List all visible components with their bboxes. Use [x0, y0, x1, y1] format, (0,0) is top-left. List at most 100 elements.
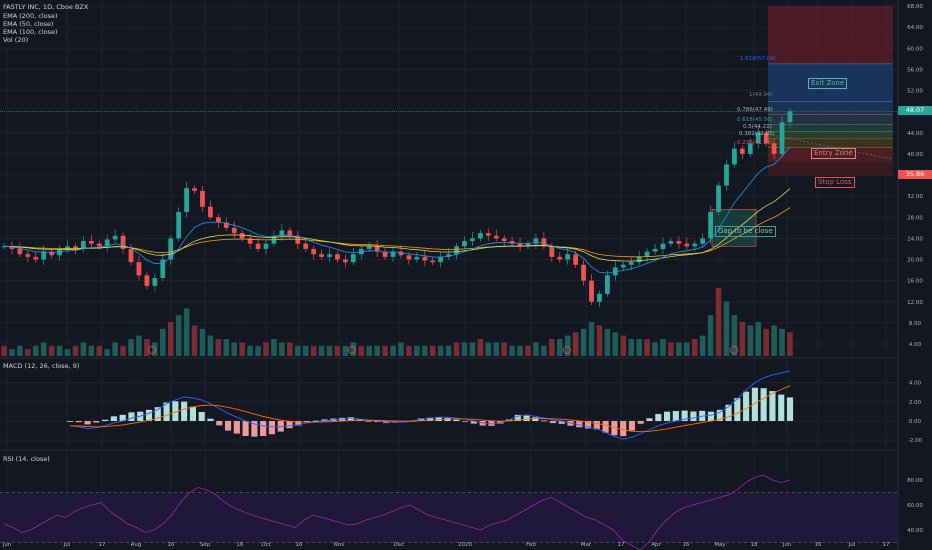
gap-label: Gap to be close	[715, 226, 776, 237]
volume-bar	[525, 345, 531, 356]
macd-histogram-bar	[242, 421, 249, 436]
macd-histogram-bar	[365, 420, 372, 422]
candle-body	[200, 190, 205, 207]
stop-price-tag: 35.86	[898, 170, 932, 179]
macd-histogram-bar	[260, 421, 267, 437]
candle-body	[779, 122, 785, 154]
earnings-marker	[730, 346, 738, 354]
macd-line	[69, 370, 791, 440]
candle-body	[684, 243, 690, 247]
macd-histogram-bar	[716, 409, 723, 421]
candle-body	[81, 241, 86, 249]
candle-body	[255, 243, 261, 249]
candle-body	[628, 262, 634, 265]
volume-bar	[596, 325, 603, 356]
ema-200-legend[interactable]: EMA (200, close)	[3, 12, 58, 20]
volume-bar	[437, 345, 444, 356]
time-tick-label: 16	[815, 542, 822, 548]
macd-tick-label: 4.00	[909, 381, 922, 387]
time-tick-label: Apr	[651, 542, 661, 548]
volume-bar	[723, 301, 730, 356]
candle-body	[33, 256, 39, 260]
macd-tick-label: -2.00	[908, 438, 923, 444]
volume-bar	[80, 342, 87, 356]
volume-bar	[541, 345, 547, 356]
candle-body	[88, 241, 94, 244]
volume-bar	[771, 325, 777, 356]
time-tick-label: Dec	[394, 542, 405, 548]
price-tick-label: 16.00	[907, 279, 923, 285]
price-tick-label: 40.00	[907, 152, 923, 158]
macd-pane	[66, 370, 794, 440]
volume-bar	[644, 339, 650, 356]
macd-histogram-bar	[584, 421, 592, 429]
macd-histogram-bar	[541, 420, 548, 422]
candle-body	[692, 243, 698, 247]
volume-bar	[406, 345, 412, 356]
candle-body	[660, 243, 666, 249]
volume-bar	[88, 345, 95, 356]
macd-histogram-bar	[172, 401, 179, 421]
macd-histogram-bar	[75, 421, 82, 423]
stop-loss-label: Stop Loss	[815, 177, 855, 188]
ema-50-line	[3, 207, 791, 258]
candle-body	[716, 185, 721, 212]
volume-bar	[183, 308, 190, 356]
candle-body	[700, 238, 706, 244]
volume-bar	[104, 349, 110, 356]
candle-body	[41, 251, 47, 260]
upper-red-zone	[768, 6, 893, 64]
macd-histogram-bar	[216, 421, 223, 426]
volume-bar	[636, 339, 642, 356]
candle-body	[49, 251, 55, 256]
volume-legend[interactable]: Vol (20)	[3, 36, 29, 44]
macd-histogram-bar	[66, 421, 74, 422]
rsi-pane-label[interactable]: RSI (14, close)	[3, 455, 50, 463]
candle-body	[144, 275, 150, 286]
volume-bars	[1, 288, 793, 356]
volume-bar	[652, 342, 658, 356]
macd-histogram-bar	[672, 411, 679, 421]
volume-bar	[358, 345, 365, 356]
fib-band	[768, 138, 893, 148]
macd-pane-label[interactable]: MACD (12, 26, close, 9)	[3, 362, 80, 370]
ema-100-legend[interactable]: EMA (100, close)	[3, 28, 58, 36]
candle-body	[9, 246, 15, 249]
candle-body	[96, 243, 102, 247]
candle-body	[215, 217, 221, 223]
candle-body	[231, 227, 237, 234]
candle-body	[303, 243, 309, 249]
candle-body	[350, 254, 356, 263]
candle-body	[279, 230, 285, 236]
volume-bar	[17, 345, 23, 356]
price-tick-label: 60.00	[907, 46, 923, 52]
macd-histogram-bar	[602, 421, 609, 433]
candle-body	[390, 251, 396, 257]
grid-lines	[0, 0, 899, 550]
candle-body	[747, 143, 753, 154]
fib-band	[768, 111, 893, 125]
ema-50-legend[interactable]: EMA (50, close)	[3, 20, 54, 28]
ema-lines	[3, 146, 791, 274]
volume-bar	[556, 339, 563, 356]
candle-body	[57, 249, 62, 256]
candle-body	[25, 254, 31, 257]
volume-bar	[429, 345, 436, 356]
time-tick-label: 16	[296, 542, 303, 548]
axes: 68.0064.0060.0056.0052.0048.0044.0040.00…	[2, 4, 924, 548]
macd-histogram-bar	[453, 419, 460, 421]
volume-bar	[779, 328, 785, 356]
macd-histogram-bar	[84, 421, 91, 425]
macd-histogram-bar	[593, 421, 600, 430]
fib-band	[768, 124, 893, 132]
candle-body	[366, 246, 372, 249]
volume-bar	[255, 345, 261, 356]
macd-histogram-bar	[611, 421, 618, 436]
macd-histogram-bar	[576, 421, 583, 428]
volume-bar	[25, 349, 31, 356]
macd-histogram-bar	[295, 421, 302, 426]
candle-body	[739, 148, 745, 154]
macd-histogram-bar	[93, 421, 100, 423]
volume-bar	[287, 342, 293, 356]
